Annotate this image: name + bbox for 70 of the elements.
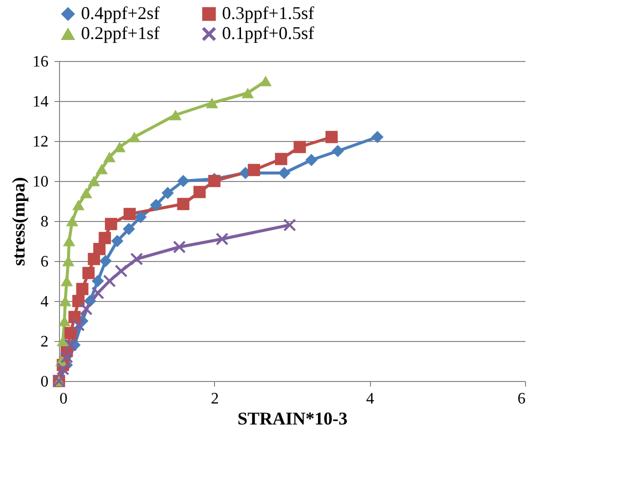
point (177, 174, 190, 188)
point (193, 186, 206, 198)
point (371, 130, 384, 144)
y-tick-label: 8 (40, 214, 48, 230)
point (64, 326, 77, 340)
point (325, 130, 338, 144)
point (72, 318, 85, 332)
legend-label: 0.1ppf+0.5sf (222, 23, 314, 43)
point (60, 350, 73, 364)
point (111, 234, 124, 248)
point (216, 232, 228, 246)
point (82, 266, 95, 280)
y-tick-label: 16 (32, 54, 48, 70)
point (305, 154, 318, 166)
point (62, 236, 76, 246)
point (98, 232, 111, 244)
y-tick-label: 2 (40, 334, 48, 350)
point (66, 216, 78, 226)
point (72, 294, 85, 308)
point (128, 132, 140, 142)
point (115, 264, 128, 278)
point (56, 362, 70, 376)
x-tick-label: 4 (366, 390, 374, 408)
y-tick-label: 10 (32, 174, 48, 190)
y-tick-label: 0 (40, 374, 48, 390)
point (80, 302, 92, 316)
point (93, 242, 106, 256)
x-tick-label: 0 (60, 390, 68, 408)
y-axis-title: stress(mpa) (8, 177, 28, 266)
point (124, 208, 136, 220)
y-tick-label: 14 (32, 94, 48, 110)
point (122, 222, 136, 236)
point (80, 188, 92, 198)
legend-label: 0.2ppf+1sf (81, 23, 160, 43)
y-tick-label: 6 (40, 254, 48, 270)
point (88, 176, 100, 186)
point (72, 200, 85, 210)
point (294, 140, 306, 154)
point (76, 282, 88, 296)
point (206, 98, 218, 108)
x-tick-label: 2 (210, 390, 219, 408)
point (130, 252, 143, 266)
point (242, 88, 254, 98)
point (169, 110, 182, 120)
point (162, 186, 174, 200)
point (99, 254, 112, 268)
point (332, 144, 344, 158)
point (113, 142, 126, 152)
point (103, 152, 116, 162)
point (103, 274, 116, 288)
x-axis-title: STRAIN*10-3 (237, 408, 348, 428)
x-tick-label: 6 (518, 390, 526, 408)
legend-label: 0.3ppf+1.5sf (222, 3, 314, 23)
legend-label: 0.4ppf+2sf (81, 3, 160, 23)
point (173, 240, 186, 254)
y-tick-label: 12 (32, 134, 48, 150)
point (64, 338, 77, 352)
point (275, 152, 288, 166)
y-tick-label: 4 (40, 294, 48, 310)
point (150, 198, 162, 212)
point (278, 166, 290, 180)
point (96, 164, 108, 174)
point (92, 274, 104, 288)
point (177, 198, 190, 210)
point (104, 218, 118, 230)
point (134, 210, 147, 224)
point (248, 164, 260, 176)
point (284, 218, 296, 232)
point (259, 76, 272, 86)
point (92, 286, 104, 300)
